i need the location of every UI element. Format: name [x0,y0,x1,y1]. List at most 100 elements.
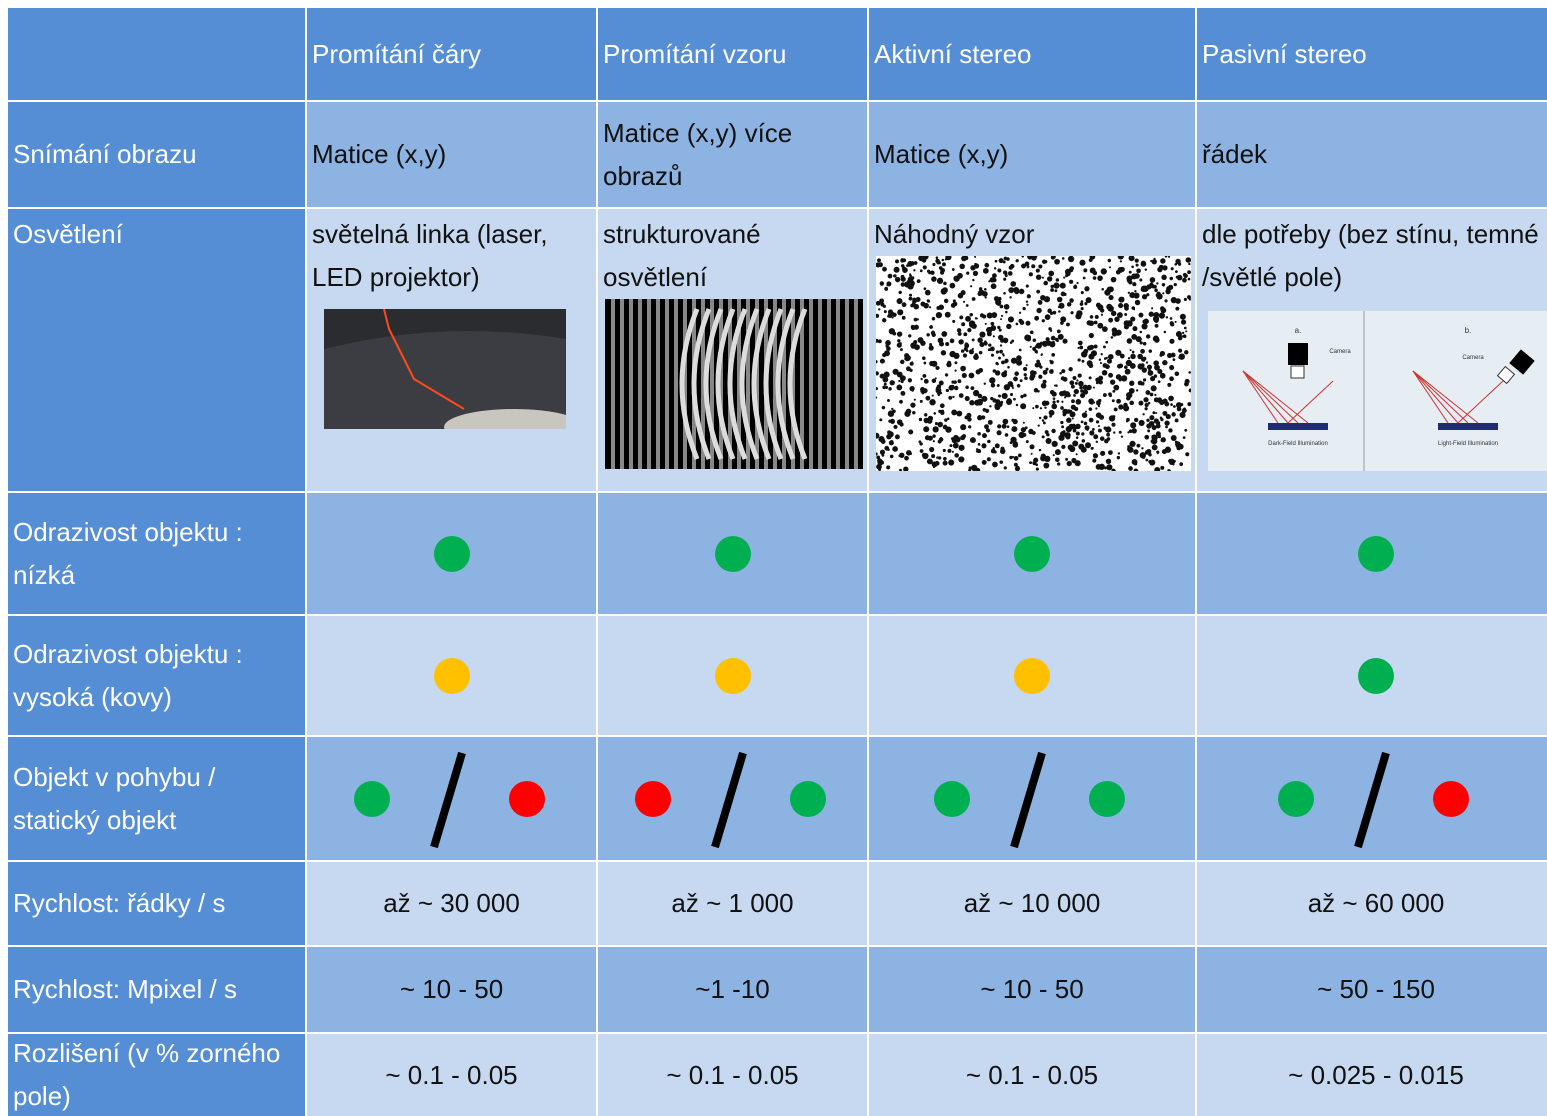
cell-text: Náhodný vzor [874,213,1190,256]
speckle [1129,381,1134,386]
status-dot [509,781,545,817]
speckle [1008,316,1014,322]
speckle [999,460,1003,464]
speckle [892,446,898,452]
table-cell: ~ 10 - 50 [869,947,1195,1032]
table-cell: dle potřeby (bez stínu, temné /světlé po… [1197,209,1547,491]
sample [1268,423,1328,430]
speckle [1071,399,1075,403]
speckle [1036,274,1041,279]
speckle [1127,448,1130,451]
speckle [983,408,987,412]
speckle [940,271,944,275]
cell-text: až ~ 30 000 [383,882,520,925]
speckle [944,299,948,303]
speckle [1046,438,1052,444]
column-header: Aktivní stereo [869,8,1195,100]
speckle [1023,367,1027,371]
status-dot [1278,781,1314,817]
speckle [1164,331,1167,334]
speckle [993,369,996,372]
speckle [1113,431,1115,433]
fringe [809,299,813,469]
speckle [1066,323,1070,327]
speckle [1138,381,1143,386]
speckle [972,279,974,281]
table-cell: strukturované osvětlení [598,209,867,491]
speckle [1018,454,1022,458]
speckle [1125,369,1131,375]
speckle [893,274,896,277]
speckle [988,348,991,351]
speckle [947,449,951,453]
speckle [1082,439,1086,443]
speckle [1068,256,1074,262]
speckle [1042,419,1045,422]
speckle [943,282,947,286]
speckle [1092,428,1095,431]
speckle [904,456,909,461]
speckle [960,366,966,372]
speckle [1085,425,1090,430]
speckle [1065,274,1068,277]
speckle [1112,399,1115,402]
speckle [1173,358,1176,361]
speckle [880,281,884,285]
speckle [1003,355,1005,357]
speckle [1149,349,1152,352]
speckle [1162,265,1167,270]
speckle [1171,267,1174,270]
status-dot [434,536,470,572]
cell-text: ~ 10 - 50 [400,968,503,1011]
speckle [1086,385,1091,390]
speckle [1069,424,1075,430]
speckle [965,385,969,389]
speckle [1079,346,1083,350]
speckle [980,313,984,317]
speckle [1006,324,1011,329]
speckle [1019,312,1021,314]
speckle [1065,269,1071,275]
speckle [887,315,889,317]
speckle [900,360,904,364]
speckle [1078,381,1084,387]
speckle [1106,459,1111,464]
speckle [887,399,890,402]
speckle [1021,264,1026,269]
speckle [1143,397,1148,402]
speckle [1112,390,1115,393]
speckle [957,328,961,332]
speckle [973,271,978,276]
speckle [895,259,899,263]
speckle [1061,369,1065,373]
sample [1438,423,1498,430]
speckle [922,356,926,360]
speckle [1069,298,1074,303]
table-cell [307,737,596,860]
status-dot [934,781,970,817]
speckle [1108,450,1113,455]
speckle [902,316,906,320]
speckle [999,350,1003,354]
comparison-table: Promítání čáryPromítání vzoruAktivní ste… [8,8,1547,1100]
speckle [960,435,965,440]
page: Promítání čáryPromítání vzoruAktivní ste… [0,0,1547,1100]
speckle [1026,364,1028,366]
speckle [1170,277,1173,280]
speckle [993,335,995,337]
speckle [1063,293,1066,296]
speckle [962,373,967,378]
table-cell [307,493,596,614]
speckle [989,405,991,407]
speckle [1025,321,1030,326]
speckle [1175,321,1177,323]
speckle [1141,288,1144,291]
speckle [1155,324,1159,328]
table-cell: ~ 0.1 - 0.05 [598,1034,867,1116]
speckle [908,378,912,382]
speckle [1108,259,1111,262]
speckle [909,264,912,267]
speckle [995,443,1000,448]
speckle [1044,260,1047,263]
speckle [1016,466,1020,470]
